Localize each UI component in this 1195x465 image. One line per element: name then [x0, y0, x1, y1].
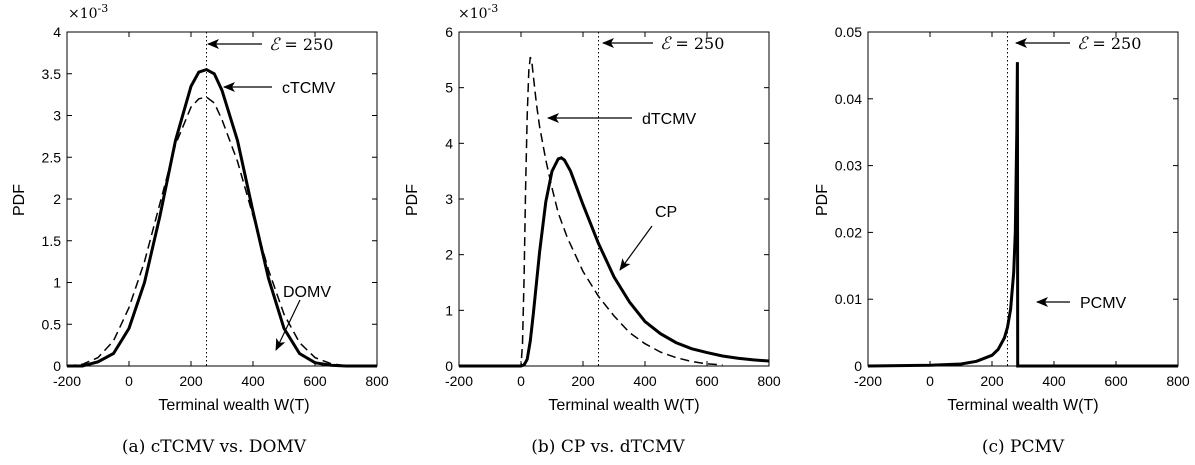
x-tick-label: 0 [517, 373, 525, 389]
panel-a: ×10-3 PDF Terminal wealth W(T) (a) cTCMV… [11, 2, 389, 457]
x-tick-label: 600 [303, 373, 327, 389]
panel-b-ylabel: PDF [404, 184, 421, 216]
y-tick-label: 0.02 [835, 224, 862, 240]
panel-a-multiplier: ×10-3 [68, 2, 108, 22]
panel-c-caption: (c) PCMV [982, 437, 1065, 457]
x-tick-label: 600 [695, 373, 719, 389]
panel-b-frame [458, 31, 770, 367]
panel-a-domv-label: DOMV [283, 284, 331, 301]
panel-b-cp-label: CP [655, 204, 677, 221]
panel-c-frame [867, 31, 1179, 367]
panel-a-eps-symbol: ℰ [269, 35, 281, 55]
x-tick-label: 0 [125, 373, 133, 389]
panel-c: PDF Terminal wealth W(T) (c) PCMV -200 0 2… [814, 24, 1190, 457]
panel-b-xlabel: Terminal wealth W(T) [548, 397, 699, 414]
y-tick-label: 0 [53, 358, 61, 374]
x-tick-label: 200 [571, 373, 595, 389]
y-tick-label: 1 [53, 275, 61, 291]
series-cp [459, 156, 770, 368]
panel-a-multiplier-exp: -3 [98, 2, 109, 15]
panel-a-ctcmv-label: cTCMV [282, 80, 336, 97]
x-tick-label: -200 [445, 373, 473, 389]
panel-a-eps-value: = 250 [279, 35, 333, 54]
panel-c-ylabel: PDF [814, 184, 831, 216]
y-tick-label: 0.05 [835, 24, 862, 40]
panel-a-caption: (a) cTCMV vs. DOMV [122, 437, 307, 457]
y-tick-label: 2 [53, 191, 61, 207]
y-tick-label: 1.5 [42, 233, 62, 249]
panel-b-eps-label: ℰ = 250 [660, 34, 724, 54]
panel-a-xlabel: Terminal wealth W(T) [158, 397, 309, 414]
x-tick-label: 400 [241, 373, 265, 389]
y-tick-label: 3 [445, 191, 453, 207]
panel-c-eps-value: = 250 [1087, 34, 1141, 53]
x-tick-label: -200 [854, 373, 882, 389]
y-tick-label: 0.03 [835, 158, 862, 174]
x-tick-label: 400 [633, 373, 657, 389]
panel-b-eps-value: = 250 [670, 34, 724, 53]
y-tick-label: 2.5 [42, 149, 62, 165]
y-tick-label: 4 [445, 135, 453, 151]
y-tick-label: 0.04 [835, 91, 862, 107]
panel-c-eps-symbol: ℰ [1077, 34, 1089, 54]
x-tick-label: 600 [1104, 373, 1128, 389]
x-tick-label: 0 [926, 373, 934, 389]
y-tick-label: 0 [854, 358, 862, 374]
y-tick-label: 3 [53, 108, 61, 124]
panel-b-eps-symbol: ℰ [660, 34, 672, 54]
y-tick-label: 0 [445, 358, 453, 374]
series-dtcmv [459, 56, 723, 367]
series-ctcmv [67, 67, 377, 368]
panel-b: ×10-3 PDF Terminal wealth W(T) (b) CP vs… [404, 2, 781, 457]
panel-b-multiplier-base: ×10 [458, 6, 488, 22]
y-tick-label: 0.5 [42, 316, 62, 332]
panel-c-pcmv-label: PCMV [1080, 295, 1127, 312]
panel-a-eps-label: ℰ = 250 [269, 35, 333, 55]
x-tick-label: 800 [1166, 373, 1190, 389]
y-tick-label: 4 [53, 24, 61, 40]
panel-b-multiplier: ×10-3 [458, 2, 498, 22]
series-pcmv [867, 62, 1178, 368]
x-tick-label: 200 [179, 373, 203, 389]
panel-a-frame [66, 31, 378, 367]
y-tick-label: 6 [445, 24, 453, 40]
y-tick-label: 3.5 [42, 66, 62, 82]
panel-c-xlabel: Terminal wealth W(T) [947, 397, 1098, 414]
y-tick-label: 5 [445, 80, 453, 96]
panel-b-cp-arrow [619, 225, 653, 271]
panel-b-multiplier-exp: -3 [488, 2, 499, 15]
y-tick-label: 2 [445, 247, 453, 263]
x-tick-label: -200 [53, 373, 81, 389]
panel-a-ylabel: PDF [11, 184, 28, 216]
panel-b-dtcmv-label: dTCMV [642, 111, 697, 128]
x-tick-label: 400 [1042, 373, 1066, 389]
panel-c-eps-label: ℰ = 250 [1077, 34, 1141, 54]
panel-a-multiplier-base: ×10 [68, 6, 98, 22]
x-tick-label: 200 [980, 373, 1004, 389]
y-tick-label: 0.01 [835, 291, 862, 307]
x-tick-label: 800 [757, 373, 781, 389]
x-tick-label: 800 [365, 373, 389, 389]
panel-a-domv-arrow [275, 299, 301, 351]
series-domv [66, 96, 377, 367]
y-tick-label: 1 [445, 302, 453, 318]
panel-b-caption: (b) CP vs. dTCMV [531, 437, 685, 457]
